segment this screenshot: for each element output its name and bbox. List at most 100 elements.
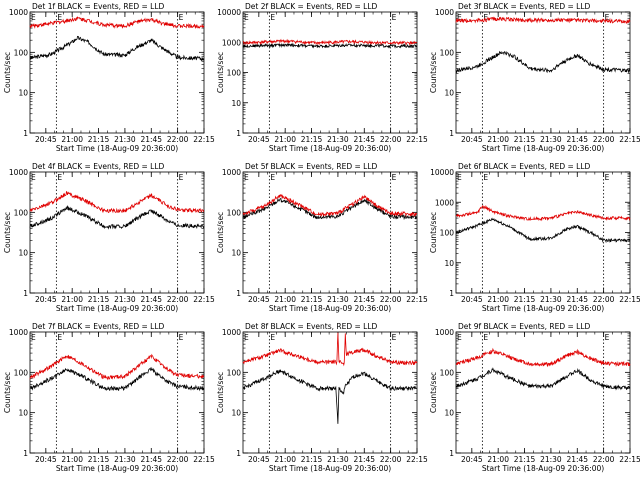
y-tick-label: 10 [231, 99, 241, 108]
x-tick-label: 21:30 [114, 135, 136, 144]
y-tick-label: 10000 [430, 168, 454, 177]
x-tick-label: 21:15 [88, 295, 110, 304]
y-tick-label: 1000 [435, 328, 454, 337]
chart-panel-3: Det 3f BLACK = Events, RED = LLD 1 10 100 10… [429, 2, 640, 153]
y-tick-label: 1000 [435, 8, 454, 17]
time-marker-label: E [179, 173, 184, 182]
x-tick-label: 20:45 [35, 295, 57, 304]
time-marker-label: E [605, 13, 610, 22]
y-tick-label: 10 [444, 409, 454, 418]
x-tick-label: 21:45 [353, 135, 375, 144]
start-marker-label: E [457, 173, 462, 182]
y-tick-label: 1000 [9, 168, 28, 177]
time-marker-label: E [179, 333, 184, 342]
y-axis-label: Counts/sec [216, 52, 225, 93]
x-axis-label: Start Time (18-Aug-09 20:36:00) [269, 304, 391, 313]
x-tick-label: 22:00 [593, 135, 615, 144]
y-axis-label: Counts/sec [429, 52, 438, 93]
time-marker-label: E [392, 13, 397, 22]
x-tick-label: 20:45 [461, 455, 483, 464]
y-tick-label: 100 [440, 368, 455, 377]
x-tick-label: 21:15 [514, 295, 536, 304]
y-tick-label: 1 [449, 449, 454, 458]
plot-frame [242, 171, 418, 294]
x-tick-label: 21:30 [114, 295, 136, 304]
x-tick-label: 21:00 [487, 455, 509, 464]
x-axis-label: Start Time (18-Aug-09 20:36:00) [482, 144, 604, 153]
x-tick-label: 22:00 [167, 295, 189, 304]
y-tick-label: 1 [449, 129, 454, 138]
chart-title: Det 9f BLACK = Events, RED = LLD [458, 322, 591, 331]
x-tick-label: 21:00 [487, 135, 509, 144]
x-tick-label: 21:00 [61, 295, 83, 304]
y-tick-label: 10000 [217, 8, 241, 17]
lld-series-line [242, 332, 418, 367]
y-tick-label: 10 [18, 409, 28, 418]
x-tick-label: 20:45 [35, 135, 57, 144]
y-axis-label: Counts/sec [429, 212, 438, 253]
x-tick-label: 21:00 [487, 295, 509, 304]
y-axis-label: Counts/sec [3, 372, 12, 413]
start-marker-label: E [244, 333, 249, 342]
y-tick-label: 100 [227, 368, 242, 377]
y-axis-label: Counts/sec [429, 372, 438, 413]
x-tick-label: 21:30 [327, 295, 349, 304]
y-tick-label: 1000 [435, 198, 454, 207]
x-tick-label: 21:15 [301, 135, 323, 144]
x-tick-label: 21:00 [274, 135, 296, 144]
y-tick-label: 100 [227, 69, 242, 78]
x-tick-label: 22:15 [193, 295, 215, 304]
start-marker-label: E [31, 13, 36, 22]
x-axis-label: Start Time (18-Aug-09 20:36:00) [56, 464, 178, 473]
chart-panel-9: Det 9f BLACK = Events, RED = LLD 1 10 100 10… [429, 322, 640, 473]
events-series-line [455, 50, 631, 74]
start-marker-label: E [31, 333, 36, 342]
y-tick-label: 1 [23, 289, 28, 298]
y-axis-label: Counts/sec [216, 372, 225, 413]
time-marker-label: E [57, 173, 62, 182]
time-marker-label: E [605, 333, 610, 342]
y-tick-label: 100 [14, 368, 29, 377]
chart-title: Det 2f BLACK = Events, RED = LLD [245, 2, 378, 11]
x-tick-label: 21:45 [140, 295, 162, 304]
x-tick-label: 22:00 [380, 295, 402, 304]
x-tick-label: 21:30 [540, 295, 562, 304]
x-tick-label: 21:15 [301, 295, 323, 304]
x-tick-label: 20:45 [248, 135, 270, 144]
x-tick-label: 22:00 [380, 135, 402, 144]
x-axis-label: Start Time (18-Aug-09 20:36:00) [269, 144, 391, 153]
x-tick-label: 21:15 [514, 135, 536, 144]
x-tick-label: 20:45 [248, 455, 270, 464]
x-tick-label: 21:00 [61, 135, 83, 144]
time-marker-label: E [483, 173, 488, 182]
x-tick-label: 21:45 [353, 295, 375, 304]
events-series-line [242, 42, 418, 49]
x-tick-label: 22:15 [193, 135, 215, 144]
time-marker-label: E [270, 333, 275, 342]
x-tick-label: 21:15 [88, 135, 110, 144]
events-series-line [455, 367, 631, 391]
time-marker-label: E [483, 13, 488, 22]
chart-title: Det 8f BLACK = Events, RED = LLD [245, 322, 378, 331]
start-marker-label: E [457, 13, 462, 22]
x-tick-label: 21:00 [61, 455, 83, 464]
x-tick-label: 22:00 [593, 295, 615, 304]
chart-panel-8: Det 8f BLACK = Events, RED = LLD 1 10 100 10… [216, 322, 428, 473]
y-tick-label: 10 [231, 409, 241, 418]
x-tick-label: 22:15 [406, 455, 428, 464]
x-tick-label: 20:45 [35, 455, 57, 464]
y-tick-label: 1 [23, 449, 28, 458]
x-tick-label: 20:45 [461, 295, 483, 304]
y-tick-label: 1000 [222, 328, 241, 337]
chart-title: Det 3f BLACK = Events, RED = LLD [458, 2, 591, 11]
chart-title: Det 7f BLACK = Events, RED = LLD [32, 322, 165, 331]
y-tick-label: 1000 [9, 328, 28, 337]
y-tick-label: 10 [18, 249, 28, 258]
x-tick-label: 21:45 [140, 455, 162, 464]
y-tick-label: 1000 [222, 168, 241, 177]
time-marker-label: E [392, 173, 397, 182]
y-tick-label: 1 [236, 129, 241, 138]
x-tick-label: 21:30 [540, 135, 562, 144]
x-axis-label: Start Time (18-Aug-09 20:36:00) [56, 144, 178, 153]
